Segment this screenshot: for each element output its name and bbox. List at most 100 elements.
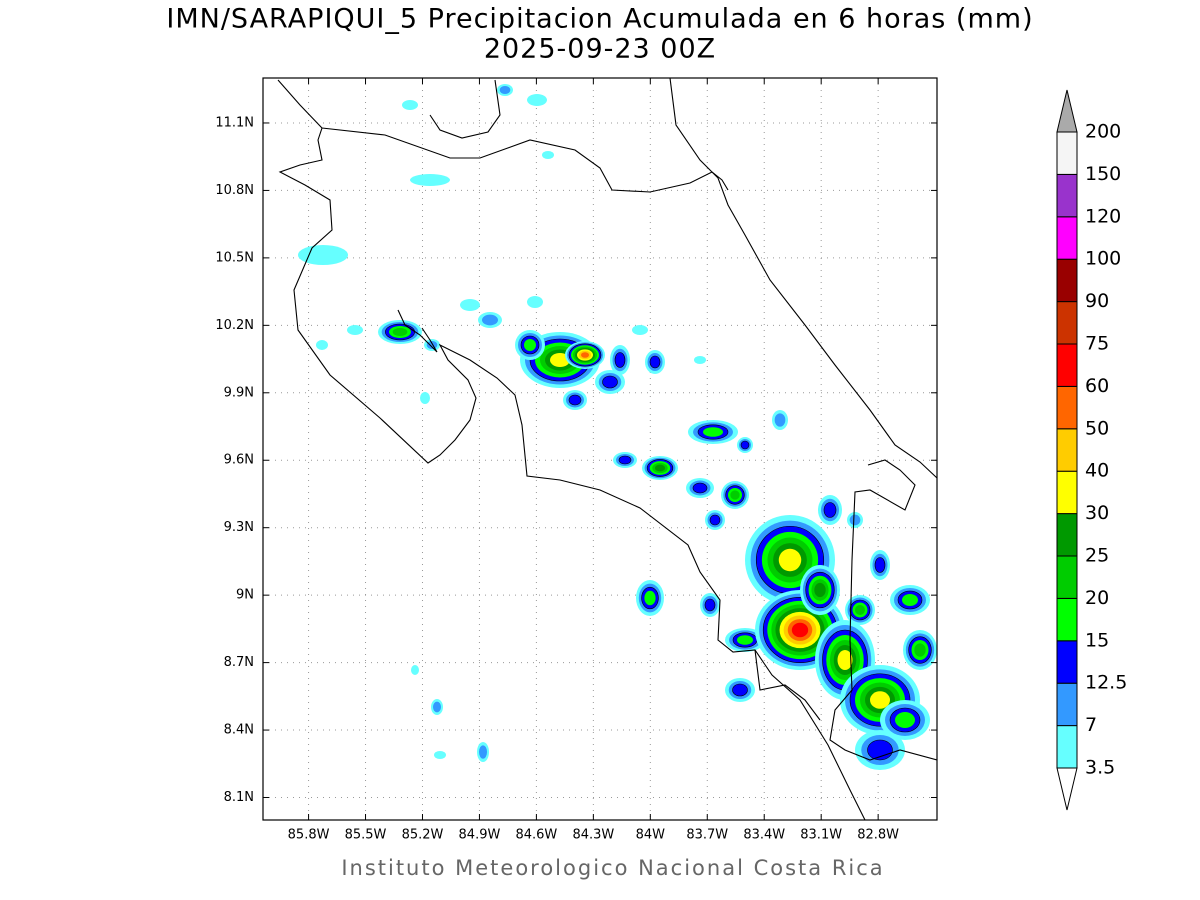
colorbar-box xyxy=(1056,385,1078,430)
colorbar-label: 75 xyxy=(1085,333,1109,355)
colorbar-box xyxy=(1056,131,1078,175)
colorbar-box xyxy=(1056,640,1078,684)
precip-cell xyxy=(730,490,740,500)
precip-cell xyxy=(654,464,666,472)
precip-cell xyxy=(392,328,408,336)
border xyxy=(754,649,821,721)
x-tick-label: 85.5W xyxy=(345,828,387,843)
y-tick-label: 8.7N xyxy=(224,655,254,670)
precip-cell xyxy=(434,751,446,759)
colorbar-box xyxy=(1056,173,1078,218)
colorbar-box xyxy=(1056,725,1078,769)
precip-cell xyxy=(703,427,723,437)
coastline xyxy=(277,79,866,820)
y-tick-label: 10.5N xyxy=(215,250,254,265)
colorbar-label: 150 xyxy=(1085,163,1121,185)
y-tick-label: 9N xyxy=(236,588,254,603)
x-tick-label: 84W xyxy=(636,828,666,843)
colorbar-box xyxy=(1056,343,1078,387)
precip-cell xyxy=(618,455,632,465)
colorbar-label: 20 xyxy=(1085,587,1109,609)
precip-cell xyxy=(694,356,706,364)
subtitle: 2025-09-23 00Z xyxy=(484,34,716,65)
x-tick-label: 84.6W xyxy=(515,828,557,843)
colorbar-box xyxy=(1056,258,1078,303)
x-tick-label: 83.1W xyxy=(800,828,842,843)
coastline xyxy=(669,78,937,479)
island xyxy=(397,309,438,353)
title: IMN/SARAPIQUI_5 Precipitacion Acumulada … xyxy=(166,4,1033,35)
precip-cell xyxy=(732,683,748,697)
precip-cell xyxy=(499,86,511,94)
precip-cell xyxy=(704,598,716,612)
precip-cell xyxy=(426,341,438,349)
colorbar-box xyxy=(1056,470,1078,515)
precip-cell xyxy=(823,502,837,518)
precip-cell xyxy=(709,514,721,526)
precip-cell xyxy=(524,339,536,351)
colorbar: 3.5 7 12.5 15 20 25 30 40 50 60 75 90 100 120 150 200 xyxy=(1056,89,1127,811)
precip-cell xyxy=(479,745,487,759)
precip-cell xyxy=(542,151,554,159)
precip-cell xyxy=(298,245,348,265)
precip-cell xyxy=(692,482,708,494)
precip-cell xyxy=(849,514,861,526)
colorbar-box xyxy=(1056,597,1078,642)
precip-cell xyxy=(402,100,418,110)
x-tick-label: 85.8W xyxy=(288,828,330,843)
precip-cell xyxy=(649,355,661,369)
precip-cell xyxy=(568,394,582,406)
colorbar-label: 120 xyxy=(1085,205,1121,227)
y-tick-label: 9.3N xyxy=(224,520,254,535)
colorbar-under xyxy=(1056,767,1078,811)
colorbar-label: 60 xyxy=(1085,375,1109,397)
precip-cell xyxy=(814,582,826,598)
x-tick-label: 83.7W xyxy=(686,828,728,843)
colorbar-label: 15 xyxy=(1085,629,1109,651)
precip-cell xyxy=(316,340,328,350)
border xyxy=(829,459,937,761)
colorbar-over xyxy=(1056,89,1078,133)
map-frame xyxy=(262,77,938,821)
precip-cell xyxy=(527,94,547,106)
colorbar-label: 3.5 xyxy=(1085,757,1115,779)
x-tick-label: 82.8W xyxy=(857,828,899,843)
colorbar-label: 7 xyxy=(1085,714,1097,736)
precip-cell xyxy=(420,392,430,404)
grid xyxy=(263,78,937,820)
y-tick-label: 8.4N xyxy=(224,723,254,738)
precip-cell xyxy=(837,650,853,670)
colorbar-label: 12.5 xyxy=(1085,672,1127,694)
x-tick-label: 84.9W xyxy=(459,828,501,843)
precip-cell xyxy=(740,440,750,450)
precip-cell xyxy=(791,622,809,638)
precip-cell xyxy=(874,557,886,573)
coastlines xyxy=(277,78,937,820)
y-tick-label: 8.1N xyxy=(224,790,254,805)
colorbar-box xyxy=(1056,513,1078,557)
colorbar-label: 100 xyxy=(1085,248,1121,270)
precip-cell xyxy=(410,174,450,186)
x-tick-label: 83.4W xyxy=(743,828,785,843)
colorbar-box xyxy=(1056,428,1078,472)
precip-cell xyxy=(550,353,570,367)
precip-cell xyxy=(614,352,626,368)
colorbar-box xyxy=(1056,216,1078,260)
precip-cell xyxy=(895,712,915,728)
precipitation xyxy=(298,84,937,770)
y-tick-label: 9.9N xyxy=(224,385,254,400)
border xyxy=(321,127,729,193)
precip-cell xyxy=(347,325,363,335)
colorbar-label: 40 xyxy=(1085,460,1109,482)
colorbar-box xyxy=(1056,682,1078,727)
precip-cell xyxy=(778,548,802,572)
precip-cell xyxy=(581,352,589,358)
precip-cell xyxy=(914,643,926,657)
precip-cell xyxy=(632,325,648,335)
precip-cell xyxy=(602,375,618,389)
axes: 85.8W 85.5W 85.2W 84.9W 84.6W 84.3W 84W 83.7W 83… xyxy=(215,78,937,843)
x-tick-label: 85.2W xyxy=(402,828,444,843)
colorbar-label: 90 xyxy=(1085,290,1109,312)
x-tick-label: 84.3W xyxy=(572,828,614,843)
